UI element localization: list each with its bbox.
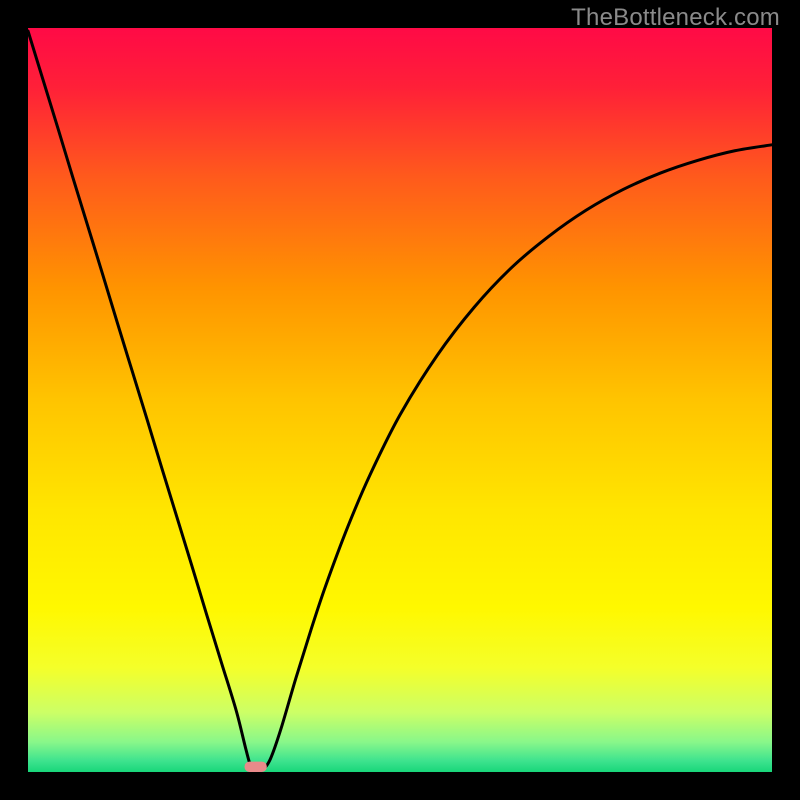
chart-frame: TheBottleneck.com	[0, 0, 800, 800]
bottleneck-chart	[0, 0, 800, 800]
optimum-marker	[245, 762, 267, 772]
